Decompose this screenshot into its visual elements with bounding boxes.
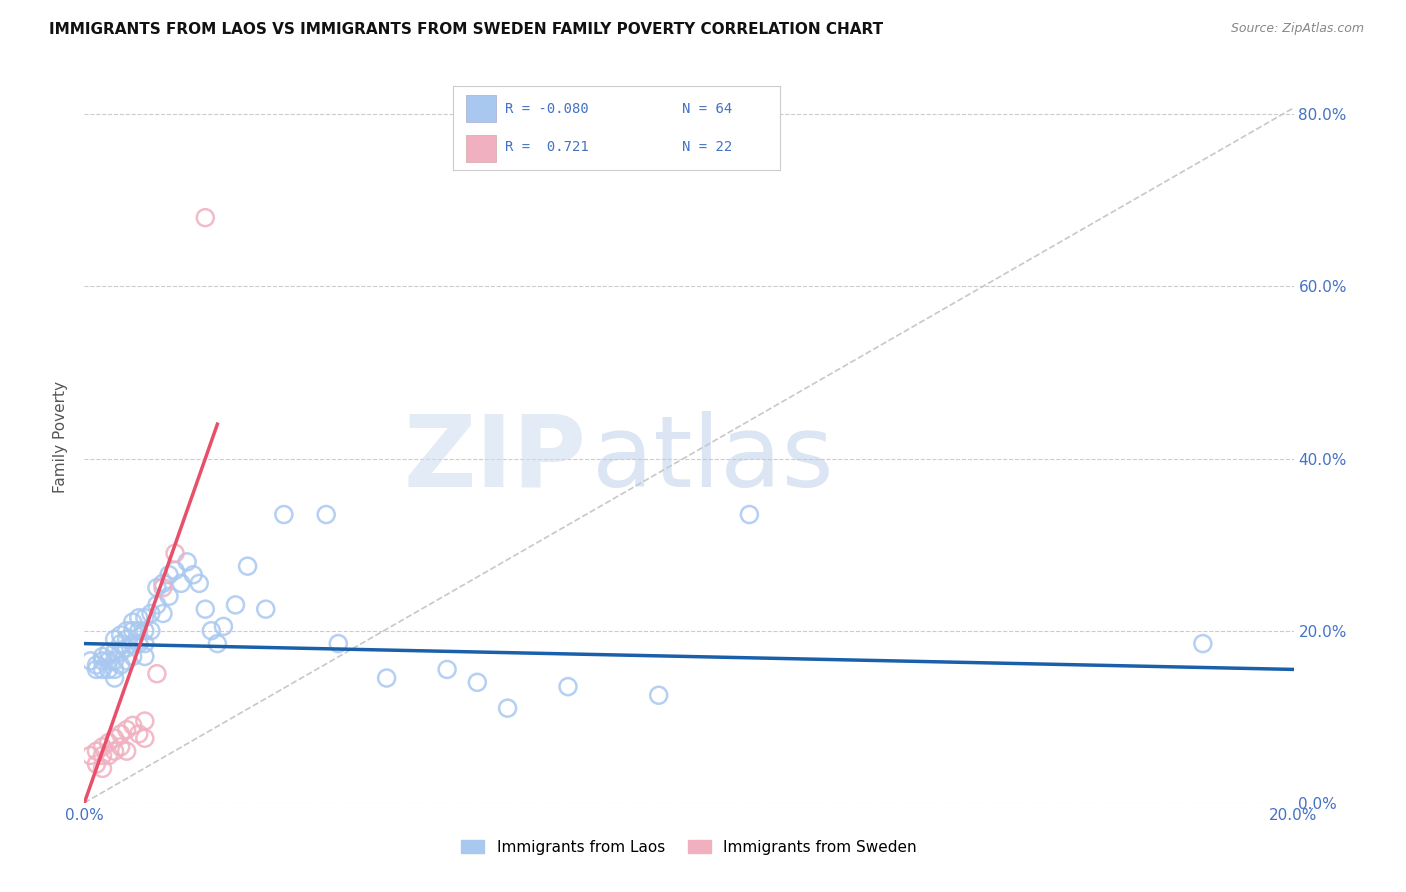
Point: [176, 555, 198, 569]
Point: [104, 662, 127, 676]
Point: [97, 654, 120, 668]
Point: [134, 649, 156, 664]
Text: Source: ZipAtlas.com: Source: ZipAtlas.com: [1230, 22, 1364, 36]
Point: [328, 637, 350, 651]
Point: [115, 654, 138, 668]
Point: [170, 576, 193, 591]
Point: [91, 649, 114, 664]
Point: [97, 735, 120, 749]
Point: [86, 744, 108, 758]
Point: [212, 619, 235, 633]
Y-axis label: Family Poverty: Family Poverty: [53, 381, 69, 493]
Point: [110, 727, 132, 741]
Point: [375, 671, 398, 685]
Point: [121, 649, 143, 664]
Point: [128, 727, 150, 741]
Point: [110, 739, 132, 754]
Point: [104, 632, 127, 647]
Point: [152, 581, 174, 595]
Point: [121, 624, 143, 638]
Point: [557, 680, 579, 694]
Point: [91, 654, 114, 668]
Point: [91, 748, 114, 763]
Point: [194, 211, 217, 225]
Point: [134, 611, 156, 625]
Point: [115, 744, 138, 758]
Point: [1192, 637, 1215, 651]
Legend: Immigrants from Laos, Immigrants from Sweden: Immigrants from Laos, Immigrants from Sw…: [456, 834, 922, 861]
Point: [225, 598, 247, 612]
Point: [110, 645, 132, 659]
Point: [146, 581, 169, 595]
Point: [91, 739, 114, 754]
Point: [236, 559, 259, 574]
Point: [436, 662, 458, 676]
Point: [181, 567, 204, 582]
Point: [79, 748, 101, 763]
Point: [496, 701, 519, 715]
Point: [139, 607, 162, 621]
Point: [115, 723, 138, 737]
Point: [134, 624, 156, 638]
Text: ZIP: ZIP: [404, 410, 586, 508]
Point: [134, 714, 156, 728]
Point: [86, 757, 108, 772]
Point: [104, 744, 127, 758]
Point: [128, 611, 150, 625]
Point: [79, 654, 101, 668]
Point: [86, 662, 108, 676]
Point: [134, 637, 156, 651]
Point: [97, 662, 120, 676]
Point: [152, 607, 174, 621]
Point: [91, 761, 114, 775]
Point: [91, 662, 114, 676]
Text: atlas: atlas: [592, 410, 834, 508]
Point: [121, 615, 143, 629]
Point: [738, 508, 761, 522]
Point: [165, 564, 187, 578]
Point: [467, 675, 489, 690]
Point: [97, 645, 120, 659]
Point: [188, 576, 211, 591]
Point: [121, 718, 143, 732]
Point: [121, 637, 143, 651]
Point: [128, 624, 150, 638]
Point: [165, 546, 187, 560]
Point: [134, 731, 156, 746]
Point: [157, 589, 180, 603]
Point: [115, 632, 138, 647]
Text: IMMIGRANTS FROM LAOS VS IMMIGRANTS FROM SWEDEN FAMILY POVERTY CORRELATION CHART: IMMIGRANTS FROM LAOS VS IMMIGRANTS FROM …: [49, 22, 883, 37]
Point: [315, 508, 337, 522]
Point: [110, 637, 132, 651]
Point: [648, 688, 671, 702]
Point: [86, 658, 108, 673]
Point: [104, 645, 127, 659]
Point: [110, 658, 132, 673]
Point: [97, 748, 120, 763]
Point: [128, 637, 150, 651]
Point: [254, 602, 277, 616]
Point: [146, 598, 169, 612]
Point: [152, 576, 174, 591]
Point: [115, 640, 138, 655]
Point: [110, 628, 132, 642]
Point: [115, 624, 138, 638]
Point: [104, 731, 127, 746]
Point: [207, 637, 229, 651]
Point: [146, 666, 169, 681]
Point: [200, 624, 222, 638]
Point: [194, 602, 217, 616]
Point: [104, 671, 127, 685]
Point: [157, 567, 180, 582]
Point: [104, 654, 127, 668]
Point: [273, 508, 295, 522]
Point: [139, 624, 162, 638]
